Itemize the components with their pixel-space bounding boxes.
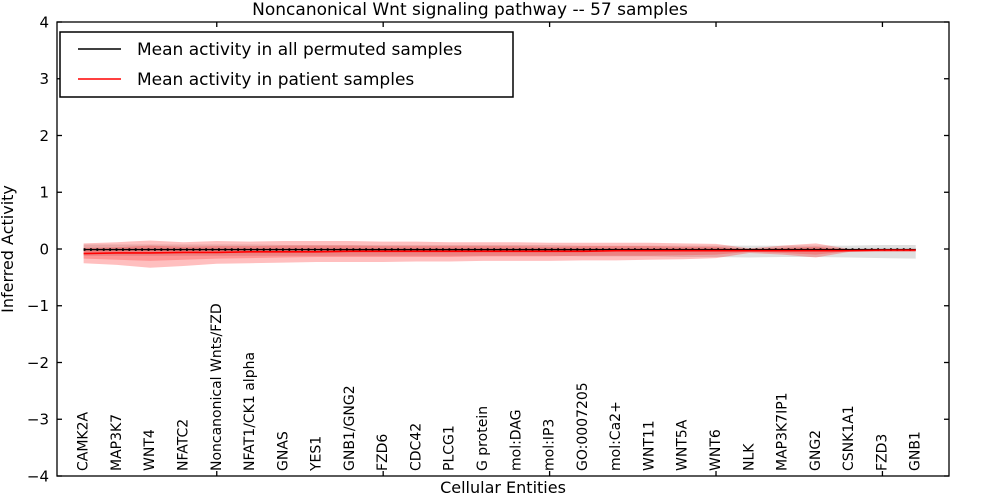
x-tick-label: GNAS <box>275 431 291 471</box>
x-tick-label: NLK <box>741 443 757 471</box>
y-tick-label: −3 <box>27 411 49 429</box>
x-tick-label: GNB1 <box>908 431 924 471</box>
x-tick-label: CDC42 <box>408 423 424 471</box>
x-tick-label: CSNK1A1 <box>841 405 857 471</box>
x-tick-label: PLCG1 <box>442 425 458 471</box>
legend-entry-label: Mean activity in patient samples <box>137 70 414 90</box>
x-tick-label: Noncanonical Wnts/FZD <box>209 303 225 471</box>
patient-samples-spread-outer-band <box>83 240 916 268</box>
x-tick-label: mol:IP3 <box>542 419 558 471</box>
x-tick-label: GNG2 <box>808 430 824 471</box>
y-tick-label: 4 <box>39 13 49 31</box>
y-tick-label: 1 <box>39 184 49 202</box>
x-tick-label: MAP3K7IP1 <box>775 392 791 471</box>
x-tick-label: G protein <box>475 406 491 471</box>
x-tick-label: WNT4 <box>142 429 158 471</box>
y-tick-label: 3 <box>39 70 49 88</box>
x-tick-label: WNT11 <box>641 420 657 471</box>
x-tick-label: mol:DAG <box>508 409 524 471</box>
x-tick-label: mol:Ca2+ <box>608 401 624 471</box>
x-tick-label: NFAT1/CK1 alpha <box>242 352 258 471</box>
x-tick-label: GNB1/GNG2 <box>342 385 358 471</box>
y-tick-label: −2 <box>27 354 49 372</box>
y-tick-label: −4 <box>27 467 49 485</box>
x-tick-label: NFATC2 <box>175 419 191 471</box>
y-tick-label: 2 <box>39 127 49 145</box>
x-tick-label: GO:0007205 <box>575 382 591 471</box>
x-tick-label: CAMK2A <box>76 411 92 471</box>
legend-entry-label: Mean activity in all permuted samples <box>137 40 462 60</box>
y-axis-label: Inferred Activity <box>0 185 17 313</box>
x-tick-label: MAP3K7 <box>109 414 125 471</box>
x-tick-label: WNT5A <box>675 419 691 471</box>
chart-title: Noncanonical Wnt signaling pathway -- 57… <box>252 0 688 20</box>
x-tick-label: WNT6 <box>708 429 724 471</box>
y-tick-label: 0 <box>39 240 49 258</box>
x-axis-label: Cellular Entities <box>440 478 566 497</box>
legend-box <box>59 31 514 98</box>
patient-mean-line <box>83 249 916 255</box>
x-tick-label: FZD6 <box>375 434 391 471</box>
x-tick-label: YES1 <box>309 436 325 472</box>
y-tick-label: −1 <box>27 297 49 315</box>
x-tick-label: FZD3 <box>874 434 890 471</box>
